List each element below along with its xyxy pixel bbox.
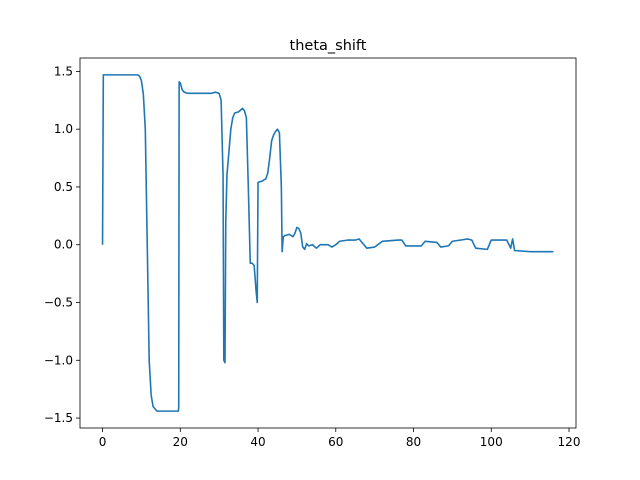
data-line [101,74,554,412]
x-tick-label: 120 [558,435,581,449]
x-tick-label: 20 [173,435,188,449]
x-tick-label: 0 [99,435,107,449]
y-tick-label: 0.0 [54,238,73,252]
x-tick-label: 40 [250,435,265,449]
plot-frame [79,57,577,429]
x-tick-label: 80 [406,435,421,449]
x-tick-label: 100 [480,435,503,449]
y-tick-label: −1.0 [44,353,73,367]
y-tick-label: −0.5 [44,296,73,310]
y-tick-label: 0.5 [54,180,73,194]
y-tick-label: 1.5 [54,64,73,78]
x-tick-label: 60 [328,435,343,449]
y-tick-label: 1.0 [54,122,73,136]
y-tick-label: −1.5 [44,411,73,425]
chart-title: theta_shift [290,38,367,54]
